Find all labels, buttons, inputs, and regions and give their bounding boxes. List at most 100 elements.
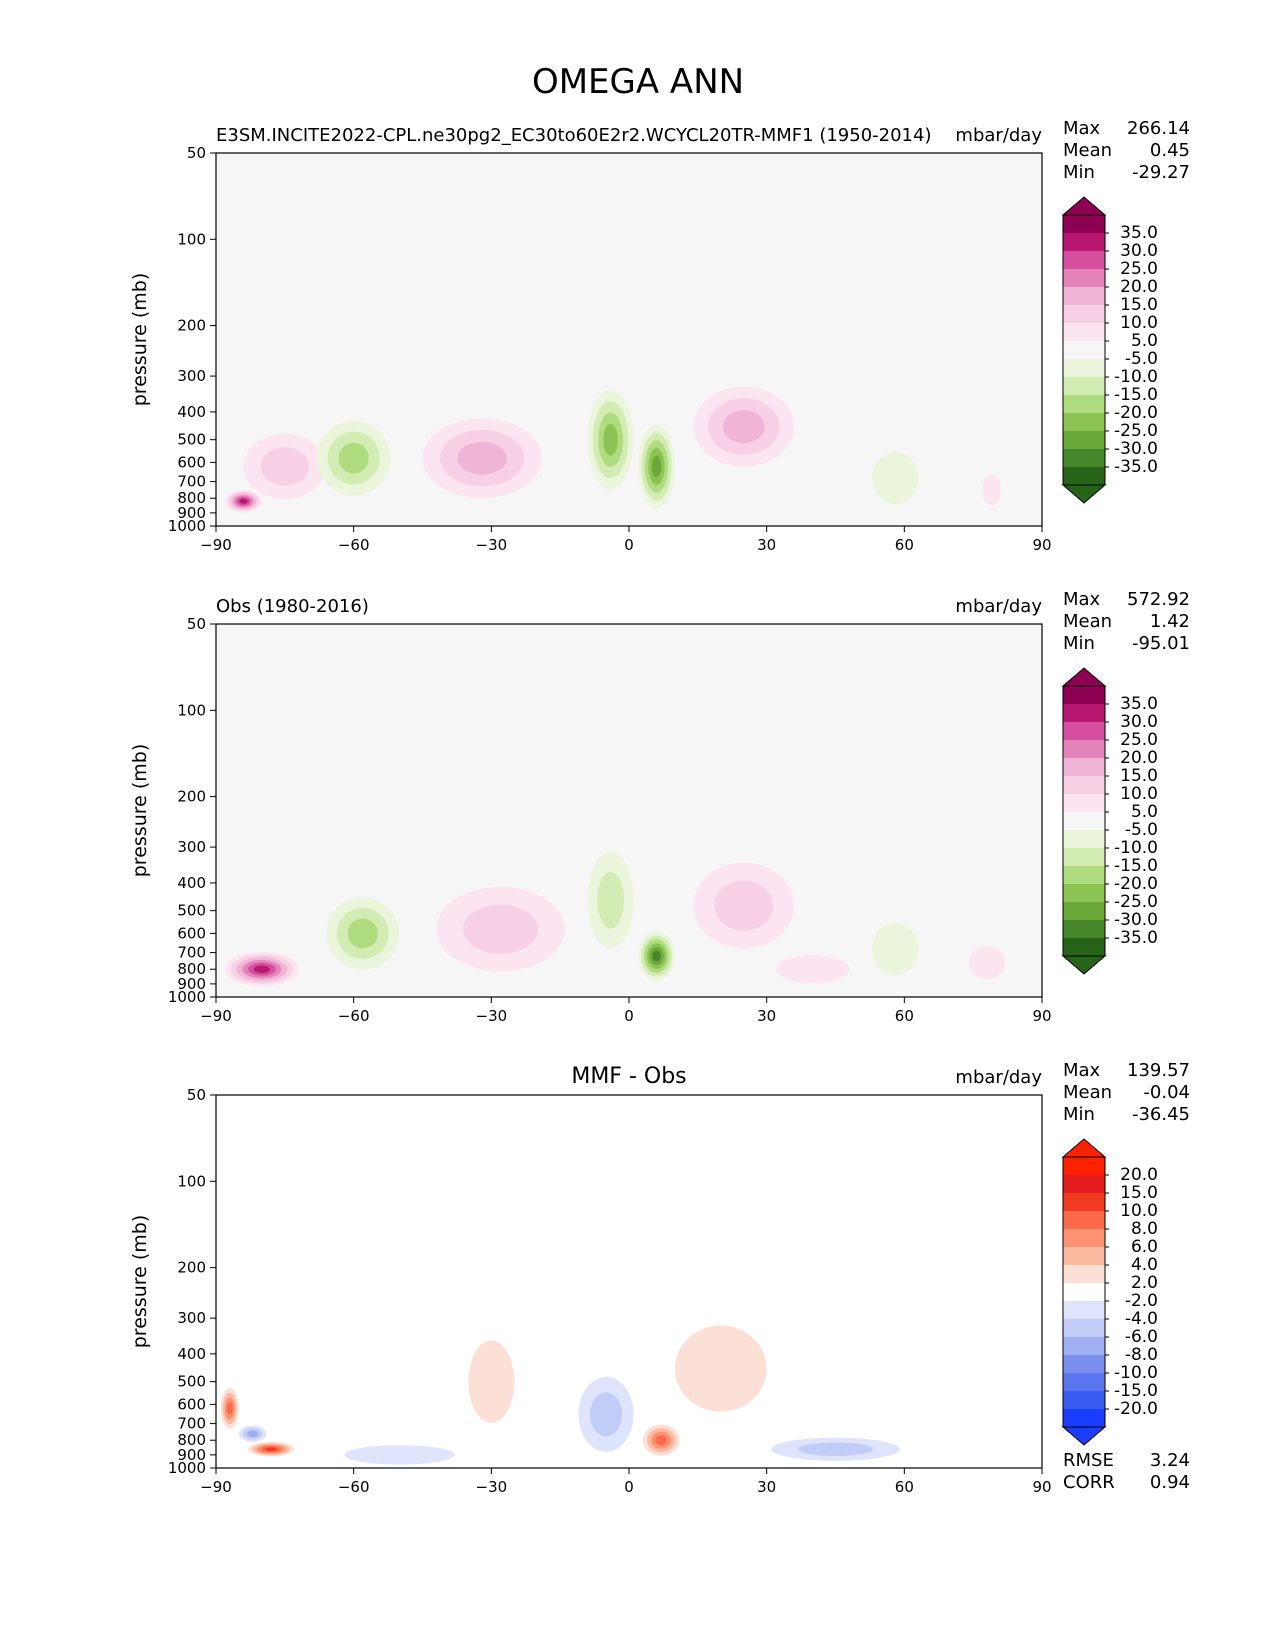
y-tick-label: 700 <box>177 473 206 491</box>
y-tick-label: 800 <box>177 960 206 978</box>
colorbar-level-label: -20.0 <box>1114 874 1158 894</box>
stat-min-label: Min <box>1063 162 1095 183</box>
colorbar-swatch <box>1063 1373 1105 1391</box>
colorbar-level-label: 10.0 <box>1120 313 1158 333</box>
colorbar-swatch <box>1063 686 1105 704</box>
x-tick-label: −90 <box>200 1478 232 1496</box>
contour-level-pos-1 <box>968 946 1006 980</box>
colorbar-level-label: 10.0 <box>1120 1201 1158 1221</box>
y-tick-label: 300 <box>177 367 206 385</box>
x-tick-label: −60 <box>338 1478 370 1496</box>
colorbar-level-label: -15.0 <box>1114 856 1158 876</box>
stat-max-label: Max <box>1063 1060 1101 1081</box>
x-tick-label: 0 <box>624 1478 634 1496</box>
colorbar-extend-bottom <box>1061 484 1107 504</box>
stat-min-value: -29.27 <box>1132 162 1190 183</box>
x-tick-label: 30 <box>757 1478 776 1496</box>
colorbar-extend-top <box>1061 1138 1107 1158</box>
panels-container: −90 −60 −30 0 30 60 90501002003004005006007008… <box>129 118 1190 1496</box>
colorbar-extend-top <box>1061 196 1107 216</box>
colorbar-level-label: -25.0 <box>1114 892 1158 912</box>
colorbar-level-label: -20.0 <box>1114 403 1158 423</box>
stat-mean-value: -0.04 <box>1143 1082 1190 1103</box>
stat-mean-label: Mean <box>1063 611 1112 632</box>
colorbar-level-label: 5.0 <box>1131 802 1158 822</box>
colorbar-level-label: -2.0 <box>1125 1291 1158 1311</box>
y-tick-label: 1000 <box>168 517 206 535</box>
figure-title: OMEGA ANN <box>532 62 744 102</box>
colorbar-level-label: 35.0 <box>1120 223 1158 243</box>
stat-mean-value: 0.45 <box>1150 140 1190 161</box>
colorbar-swatch <box>1063 722 1105 740</box>
colorbar-swatch <box>1063 740 1105 758</box>
y-tick-label: 50 <box>187 144 206 162</box>
colorbar-level-label: -15.0 <box>1114 385 1158 405</box>
colorbar-extend-bottom <box>1061 955 1107 975</box>
y-tick-label: 500 <box>177 431 206 449</box>
colorbar-swatch <box>1063 830 1105 848</box>
colorbar-level-label: 5.0 <box>1131 331 1158 351</box>
x-tick-label: 90 <box>1032 536 1051 554</box>
contour-field <box>220 1325 900 1465</box>
y-tick-label: 200 <box>177 317 206 335</box>
y-tick-label: 300 <box>177 1309 206 1327</box>
colorbar-swatch <box>1063 1157 1105 1175</box>
colorbar-swatch <box>1063 938 1105 956</box>
colorbar-level-label: -5.0 <box>1125 820 1158 840</box>
colorbar-level-label: 4.0 <box>1131 1255 1158 1275</box>
y-axis-label: pressure (mb) <box>129 273 151 407</box>
contour-level-pos-1 <box>775 955 850 984</box>
colorbar-level-label: 10.0 <box>1120 784 1158 804</box>
colorbar-level-label: -10.0 <box>1114 838 1158 858</box>
y-tick-label: 1000 <box>168 988 206 1006</box>
y-tick-label: 500 <box>177 902 206 920</box>
contour-level-pos-1 <box>674 1325 767 1412</box>
colorbar-swatch <box>1063 305 1105 323</box>
contour-level-neg-4 <box>603 423 618 456</box>
colorbar-swatch <box>1063 323 1105 341</box>
colorbar-level-label: 20.0 <box>1120 1165 1158 1185</box>
y-axis-label: pressure (mb) <box>129 744 151 878</box>
colorbar-level-label: 15.0 <box>1120 295 1158 315</box>
stat-min-label: Min <box>1063 633 1095 654</box>
contour-level-pos-6 <box>253 965 270 973</box>
colorbar-level-label: 35.0 <box>1120 694 1158 714</box>
contour-field <box>225 852 1006 987</box>
x-tick-label: 30 <box>757 1007 776 1025</box>
y-tick-label: 700 <box>177 944 206 962</box>
y-tick-label: 900 <box>177 975 206 993</box>
colorbar-level-label: -35.0 <box>1114 928 1158 948</box>
stat-max-label: Max <box>1063 118 1101 139</box>
x-tick-label: −30 <box>476 1007 508 1025</box>
contour-level-neg-1 <box>872 922 919 975</box>
colorbar-swatch <box>1063 359 1105 377</box>
colorbar-level-label: -10.0 <box>1114 1363 1158 1383</box>
rmse-value: 3.24 <box>1150 1450 1190 1471</box>
x-tick-label: 90 <box>1032 1007 1051 1025</box>
colorbar-swatch <box>1063 269 1105 287</box>
contour-level-neg-3 <box>247 1430 259 1438</box>
colorbar-extend-bottom <box>1061 1426 1107 1446</box>
contour-level-neg-3 <box>347 918 378 949</box>
colorbar-swatch <box>1063 395 1105 413</box>
y-tick-label: 500 <box>177 1373 206 1391</box>
stat-min-label: Min <box>1063 1104 1095 1125</box>
colorbar-swatch <box>1063 377 1105 395</box>
colorbar-swatch <box>1063 1265 1105 1283</box>
colorbar-level-label: 8.0 <box>1131 1219 1158 1239</box>
colorbar-level-label: -25.0 <box>1114 421 1158 441</box>
stat-mean-value: 1.42 <box>1150 611 1190 632</box>
stat-mean-label: Mean <box>1063 140 1112 161</box>
units-label: mbar/day <box>955 125 1042 146</box>
colorbar-swatch <box>1063 1211 1105 1229</box>
x-tick-label: −30 <box>476 1478 508 1496</box>
colorbar-swatch <box>1063 704 1105 722</box>
x-tick-label: 0 <box>624 1007 634 1025</box>
contour-level-pos-6 <box>239 498 248 504</box>
colorbar-level-label: 20.0 <box>1120 748 1158 768</box>
colorbar-level-label: -30.0 <box>1114 439 1158 459</box>
colorbar-level-label: 2.0 <box>1131 1273 1158 1293</box>
colorbar-swatch <box>1063 866 1105 884</box>
colorbar-swatch <box>1063 812 1105 830</box>
panel-ref: −90 −60 −30 0 30 60 90 50 100 200 300 400 500 600 7008… <box>129 589 1190 1025</box>
